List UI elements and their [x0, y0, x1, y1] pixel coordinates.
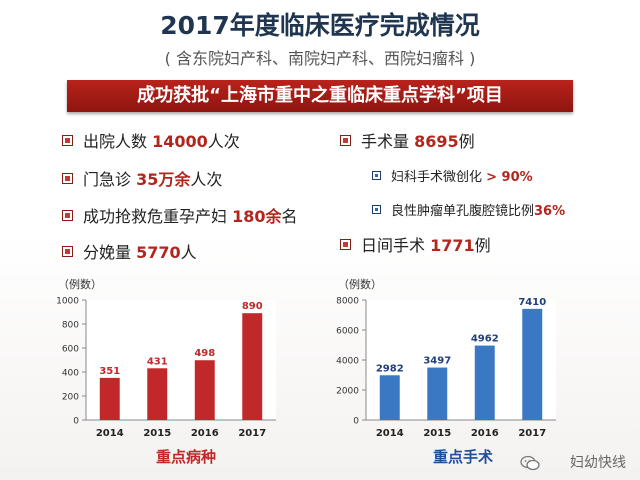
- chart1-ytick-label: 800: [62, 321, 79, 331]
- stat-value: 35万余: [136, 170, 191, 189]
- chart2-data-label: 2982: [376, 363, 404, 374]
- chart1-xtick-label: 2016: [191, 428, 219, 439]
- bullet-icon: [62, 210, 73, 221]
- chart1-data-label: 431: [147, 356, 168, 367]
- chart2-ytick-label: 8000: [336, 297, 359, 307]
- chart1-bar: [147, 368, 168, 420]
- page-title: 2017年度临床医疗完成情况: [160, 11, 480, 40]
- project-banner: 成功获批“上海市重中之重临床重点学科”项目: [67, 80, 573, 112]
- chart1-xtick-label: 2015: [143, 428, 171, 439]
- chart2-ytick-label: 0: [353, 417, 359, 427]
- chart1-data-label: 890: [242, 301, 263, 312]
- chart2-ytick-label: 2000: [336, 387, 359, 397]
- stat-value: 5770: [136, 243, 181, 262]
- chart2-data-label: 3497: [423, 356, 451, 367]
- stat-value: 14000: [152, 132, 208, 151]
- chart2-xtick-label: 2017: [518, 428, 546, 439]
- chart1-ytick-label: 1000: [56, 297, 79, 307]
- chart2-xtick-label: 2015: [423, 428, 451, 439]
- chart1-xtick-label: 2014: [96, 428, 124, 439]
- chart1-caption: 重点病种: [155, 448, 216, 466]
- wechat-icon: [520, 455, 540, 471]
- chart1-ytick-label: 200: [62, 393, 79, 403]
- chart1-data-label: 351: [99, 366, 120, 377]
- stat-label: 日间手术: [361, 236, 431, 255]
- stat-day-surgery: 日间手术 1771例: [340, 232, 491, 256]
- chart1-ytick-label: 400: [62, 369, 79, 379]
- stat-minimally-invasive: 妇科手术微创化 > 90%: [372, 166, 533, 185]
- stat-label: 妇科手术微创化: [391, 170, 487, 185]
- chart1-bar: [194, 360, 215, 420]
- chart2-bar: [522, 308, 543, 420]
- bullet-icon: [62, 135, 73, 146]
- stat-label: 门急诊: [83, 170, 137, 189]
- stat-unit: 例: [474, 236, 491, 255]
- stat-value: 36%: [534, 204, 566, 219]
- bullet-icon: [340, 135, 351, 146]
- stat-value: 8695: [414, 132, 459, 151]
- stat-label: 分娩量: [83, 243, 137, 262]
- stat-label: 良性肿瘤单孔腹腔镜比例: [391, 204, 535, 219]
- stat-value: > 90%: [486, 170, 533, 185]
- bullet-icon: [340, 239, 351, 250]
- chart2-ytick-label: 6000: [336, 327, 359, 337]
- stat-unit: 人: [180, 243, 197, 262]
- stat-unit: 例: [458, 132, 475, 151]
- stat-value: 180余: [232, 207, 282, 226]
- chart2-caption: 重点手术: [432, 448, 493, 466]
- chart2-unit-label: （例数）: [338, 278, 382, 291]
- chart-key-diseases: 0 200 400 600 800 1000 351 2014 431 2015 498 2016 89…: [56, 297, 276, 439]
- bullet-icon: [62, 173, 73, 184]
- stat-unit: 名: [281, 207, 298, 226]
- stat-unit: 人次: [190, 170, 223, 189]
- stat-single-port-ratio: 良性肿瘤单孔腹腔镜比例36%: [372, 200, 565, 219]
- chart2-xtick-label: 2014: [376, 428, 404, 439]
- chart1-ytick-label: 0: [73, 417, 79, 427]
- chart1-data-label: 498: [194, 348, 215, 359]
- chart1-ytick-label: 600: [62, 345, 79, 355]
- stat-label: 出院人数: [83, 132, 153, 151]
- chart2-bar: [379, 375, 400, 420]
- chart2-data-label: 7410: [518, 297, 546, 308]
- stat-rescue: 成功抢救危重孕产妇 180余名: [62, 203, 298, 227]
- chart-key-surgeries: 0 2000 4000 6000 8000 2982 2014 3497 2015 4962 201…: [336, 297, 556, 439]
- page-subtitle: ( 含东院妇产科、南院妇产科、西院妇瘤科 ): [164, 49, 476, 68]
- stat-label: 手术量: [361, 132, 415, 151]
- stat-deliveries: 分娩量 5770人: [62, 239, 197, 263]
- chart1-bar: [242, 313, 263, 420]
- bullet-icon: [372, 205, 381, 214]
- bullet-icon: [62, 246, 73, 257]
- chart1-xtick-label: 2017: [238, 428, 266, 439]
- stat-value: 1771: [430, 236, 475, 255]
- chart2-ytick-label: 4000: [336, 357, 359, 367]
- chart1-unit-label: （例数）: [58, 278, 102, 291]
- stat-discharge: 出院人数 14000人次: [62, 128, 240, 152]
- chart2-xtick-label: 2016: [471, 428, 499, 439]
- stat-unit: 人次: [207, 132, 240, 151]
- watermark-text: 妇幼快线: [570, 455, 626, 471]
- chart2-bar: [474, 345, 495, 420]
- chart2-data-label: 4962: [471, 334, 499, 345]
- chart1-bar: [99, 377, 120, 420]
- stat-outpatient: 门急诊 35万余人次: [62, 166, 222, 190]
- stat-surgery: 手术量 8695例: [340, 128, 475, 152]
- stat-label: 成功抢救危重孕产妇: [83, 207, 233, 226]
- chart2-bar: [427, 367, 448, 420]
- bullet-icon: [372, 171, 381, 180]
